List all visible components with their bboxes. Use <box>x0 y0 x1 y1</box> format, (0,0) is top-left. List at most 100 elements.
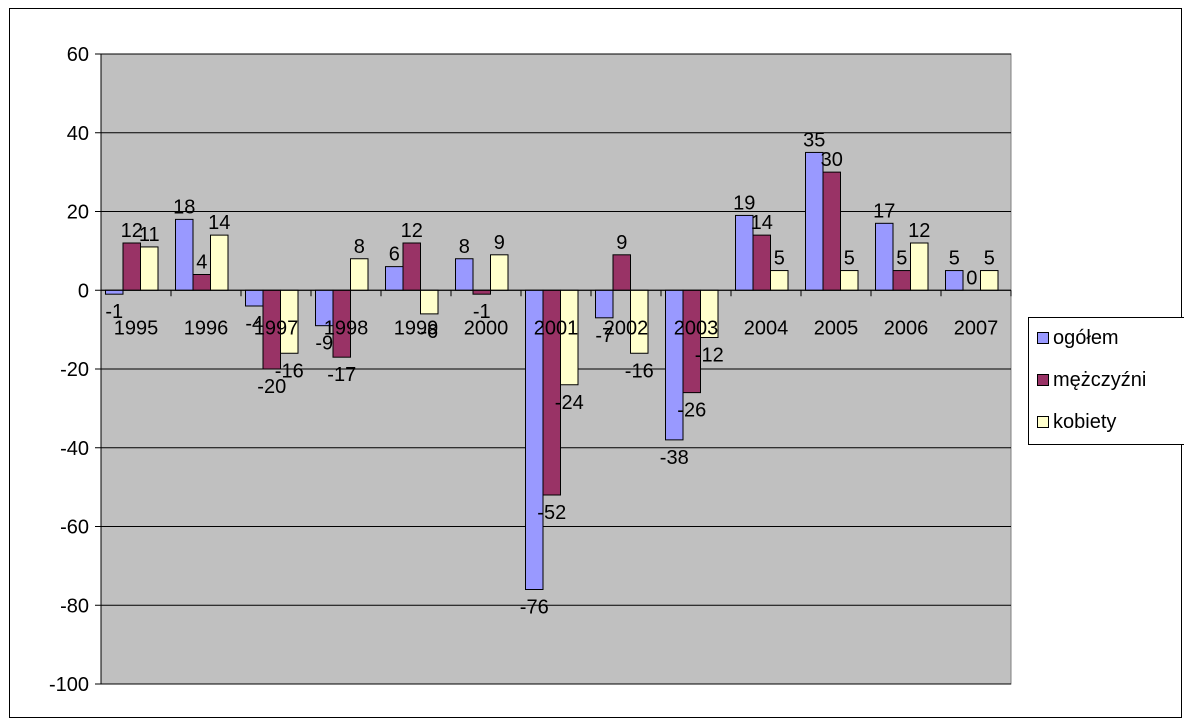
bar-1-1996 <box>175 218 194 291</box>
bar-2-2002 <box>612 254 631 291</box>
bar-2-1996 <box>192 274 211 291</box>
data-label: 30 <box>821 149 843 171</box>
y-tick-label: 60 <box>67 44 89 66</box>
x-tick-label: 2005 <box>814 317 859 339</box>
x-tick-label: 1996 <box>184 317 229 339</box>
data-label: -6 <box>420 321 438 343</box>
legend-label-mezczyzni: mężczyźni <box>1053 368 1147 391</box>
bar-2-1995 <box>122 242 141 291</box>
bar-1-1997 <box>245 289 264 307</box>
data-label: 0 <box>966 267 977 289</box>
bar-1-1995 <box>105 289 124 295</box>
data-label: 18 <box>173 196 195 218</box>
data-label: -12 <box>695 345 724 367</box>
legend-swatch-ogolem <box>1037 332 1049 344</box>
x-tick-label: 2000 <box>464 317 509 339</box>
legend-item-ogolem: ogółem <box>1037 324 1119 352</box>
bar-1-2002 <box>595 289 614 319</box>
bar-3-2007 <box>980 270 999 291</box>
x-tick-label: 2004 <box>744 317 789 339</box>
data-label: -52 <box>537 502 566 524</box>
bar-3-1999 <box>420 289 439 315</box>
data-label: 35 <box>803 129 825 151</box>
data-label: 5 <box>896 248 907 270</box>
x-tick-label: 2006 <box>884 317 929 339</box>
legend-item-kobiety: kobiety <box>1037 408 1116 436</box>
legend-label-ogolem: ogółem <box>1053 326 1119 349</box>
x-tick-label: 2007 <box>954 317 999 339</box>
bar-1-2006 <box>875 222 894 291</box>
data-label: 11 <box>139 224 160 246</box>
data-label: -9 <box>315 333 333 355</box>
data-label: 12 <box>401 220 423 242</box>
data-label: 5 <box>984 248 995 270</box>
x-tick-label: 2001 <box>534 317 579 339</box>
data-label: 14 <box>751 212 773 234</box>
y-tick-label: 0 <box>78 280 89 302</box>
bar-3-2000 <box>490 254 509 291</box>
legend-swatch-mezczyzni <box>1037 374 1049 386</box>
data-label: -26 <box>677 400 706 422</box>
bar-3-1995 <box>140 246 159 291</box>
data-label: 19 <box>733 192 755 214</box>
bar-3-2004 <box>770 270 789 291</box>
data-label: 8 <box>459 236 470 258</box>
data-label: 9 <box>494 232 505 254</box>
y-tick-label: 40 <box>67 123 89 145</box>
x-tick-label: 1999 <box>394 317 439 339</box>
data-label: -16 <box>275 360 304 382</box>
chart-legend: ogółem mężczyźni kobiety <box>1028 317 1184 445</box>
bar-3-2005 <box>840 270 859 291</box>
legend-swatch-kobiety <box>1037 416 1049 428</box>
y-tick-label: -80 <box>60 595 89 617</box>
data-label: 5 <box>949 248 960 270</box>
bar-3-1998 <box>350 258 369 291</box>
legend-item-mezczyzni: mężczyźni <box>1037 366 1146 394</box>
bar-1-2005 <box>805 151 824 291</box>
data-label: -38 <box>660 447 689 469</box>
data-label: 17 <box>873 200 895 222</box>
bar-3-2006 <box>910 242 929 291</box>
bar-2-2006 <box>892 270 911 291</box>
bar-1-2007 <box>945 270 964 291</box>
x-tick-label: 1995 <box>114 317 159 339</box>
legend-label-kobiety: kobiety <box>1053 410 1117 433</box>
bar-2-2000 <box>472 289 491 295</box>
data-label: 14 <box>208 212 230 234</box>
data-label: -24 <box>555 392 584 414</box>
data-label: -1 <box>105 301 123 323</box>
data-label: -20 <box>257 376 286 398</box>
y-tick-label: 20 <box>67 202 89 224</box>
bar-2-2005 <box>822 171 841 291</box>
bar-1-2000 <box>455 258 474 291</box>
x-tick-label: 2002 <box>604 317 649 339</box>
data-label: 4 <box>196 252 207 274</box>
data-label: -7 <box>595 325 613 347</box>
data-label: 5 <box>844 248 855 270</box>
data-label: 8 <box>354 236 365 258</box>
bar-2-2003 <box>682 289 701 394</box>
data-label: -4 <box>245 313 263 335</box>
bar-1-1999 <box>385 266 404 291</box>
y-tick-label: -40 <box>60 438 89 460</box>
bar-2-1999 <box>402 242 421 291</box>
data-label: -17 <box>327 364 356 386</box>
data-label: 12 <box>121 220 143 242</box>
chart-frame: 60 40 20 0 -20 -40 -60 -80 -100 1995 1996 1997 1998 1… <box>9 8 1184 718</box>
bar-3-1996 <box>210 234 229 291</box>
x-tick-label: 2003 <box>674 317 719 339</box>
data-label: -1 <box>473 301 491 323</box>
data-label: 9 <box>616 232 627 254</box>
data-label: -76 <box>520 597 549 619</box>
x-tick-label: 1998 <box>324 317 369 339</box>
bar-2-2004 <box>752 234 771 291</box>
data-label: 5 <box>774 248 785 270</box>
data-label: 6 <box>389 244 400 266</box>
y-tick-label: -60 <box>60 517 89 539</box>
x-tick-label: 1997 <box>254 317 299 339</box>
y-tick-label: -100 <box>49 674 89 696</box>
y-tick-label: -20 <box>60 359 89 381</box>
data-label: 12 <box>908 220 930 242</box>
data-label: -16 <box>625 360 654 382</box>
